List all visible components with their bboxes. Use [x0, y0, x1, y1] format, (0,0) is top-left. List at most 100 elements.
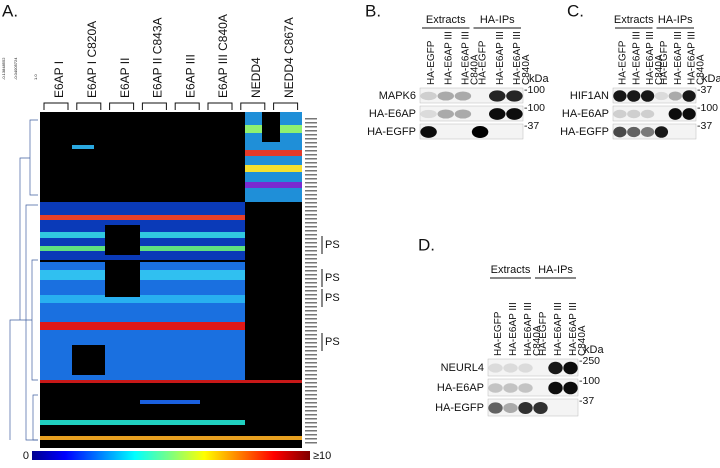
row-label-mark: [305, 366, 317, 368]
band: [420, 109, 437, 119]
unit-label: kDa: [702, 73, 720, 85]
lane-label: HA-EGFP: [478, 40, 489, 85]
group-label: Extracts: [491, 264, 531, 276]
band: [488, 363, 503, 373]
band: [563, 381, 578, 395]
band: [548, 361, 563, 375]
lane-label: HA-EGFP: [493, 311, 504, 356]
row-label-mark: [305, 354, 317, 356]
row-label-mark: [305, 170, 317, 172]
band: [668, 108, 682, 120]
row-label-mark: [305, 266, 317, 268]
band: [454, 91, 472, 101]
band: [489, 90, 506, 102]
row-label-mark: [305, 322, 317, 324]
marker-label: -250: [579, 355, 600, 367]
band: [627, 126, 641, 138]
band: [640, 90, 655, 102]
lane-label: HA-E6AP III: [631, 31, 642, 85]
row-label-mark: [305, 318, 317, 320]
column-label: NEDD4: [249, 57, 263, 98]
marker-label: -37: [579, 395, 594, 407]
row-label-mark: [305, 414, 317, 416]
lane-label: HA-E6AP III: [512, 31, 523, 85]
row-label-mark: [305, 138, 317, 140]
row-label-mark: [305, 442, 317, 444]
row-label-mark: [305, 154, 317, 156]
row-label-mark: [305, 294, 317, 296]
colorbar-max: ≥10: [313, 450, 331, 462]
lane-label: HA-EGFP: [659, 40, 670, 85]
lane-label: C840A: [470, 54, 481, 85]
row-label-mark: [305, 118, 317, 120]
lane-label: C840A: [532, 325, 543, 356]
marker-label: -37: [697, 84, 712, 96]
row-label-mark: [305, 282, 317, 284]
scale-label: 1.0: [33, 74, 38, 80]
band: [682, 108, 696, 120]
bracket: [141, 102, 167, 110]
row-label-mark: [305, 258, 317, 260]
band: [533, 402, 548, 414]
lane-label: HA-E6AP III: [645, 31, 656, 85]
ps-label: PS: [325, 239, 340, 251]
row-label-mark: [305, 270, 317, 272]
row-label-mark: [305, 182, 317, 184]
lane-label: HA-E6AP III: [495, 31, 506, 85]
row-label-mark: [305, 166, 317, 168]
row-label-mark: [305, 330, 317, 332]
band: [488, 383, 503, 393]
row-label-mark: [305, 190, 317, 192]
band: [627, 90, 641, 102]
lane-label: HA-E6AP III: [508, 302, 519, 356]
lane-label: HA-E6AP III: [553, 302, 564, 356]
row-label-mark: [305, 234, 317, 236]
band: [506, 108, 523, 120]
row-label-mark: [305, 334, 317, 336]
row-label-mark: [305, 298, 317, 300]
marker-label: -100: [579, 375, 600, 387]
row-label-mark: [305, 206, 317, 208]
band: [682, 90, 696, 102]
row-label: MAPK6: [379, 90, 416, 102]
row-label-mark: [305, 418, 317, 420]
band: [503, 403, 518, 413]
row-label-mark: [305, 342, 317, 344]
row-label-mark: [305, 310, 317, 312]
row-label-mark: [305, 278, 317, 280]
lane-label: HA-E6AP III: [443, 31, 454, 85]
band: [489, 108, 506, 120]
row-label-mark: [305, 374, 317, 376]
band: [668, 91, 682, 101]
row-label-mark: [305, 434, 317, 436]
band: [471, 126, 489, 138]
band: [563, 361, 578, 375]
marker-label: -100: [524, 84, 545, 96]
colorbar-min: 0: [23, 450, 29, 462]
row-label: HA-EGFP: [560, 126, 609, 138]
row-label-mark: [305, 254, 317, 256]
marker-label: -100: [524, 102, 545, 114]
band: [518, 363, 533, 373]
scale-label: -0.04005724: [13, 57, 18, 80]
lane-label: C840A: [696, 54, 707, 85]
group-label: HA-IPs: [658, 14, 693, 26]
column-label: NEDD4 C867A: [282, 17, 296, 98]
row-label-mark: [305, 174, 317, 176]
row-label-mark: [305, 314, 317, 316]
row-label-mark: [305, 286, 317, 288]
row-label-mark: [305, 346, 317, 348]
row-label-mark: [305, 378, 317, 380]
ps-label: PS: [325, 272, 340, 284]
column-label: E6AP I: [52, 61, 66, 98]
row-label-mark: [305, 246, 317, 248]
row-label-mark: [305, 438, 317, 440]
bracket: [43, 102, 69, 110]
band: [503, 363, 518, 373]
row-label-mark: [305, 126, 317, 128]
band: [640, 127, 655, 137]
row-label-mark: [305, 162, 317, 164]
marker-label: -37: [524, 120, 539, 132]
row-label-mark: [305, 178, 317, 180]
